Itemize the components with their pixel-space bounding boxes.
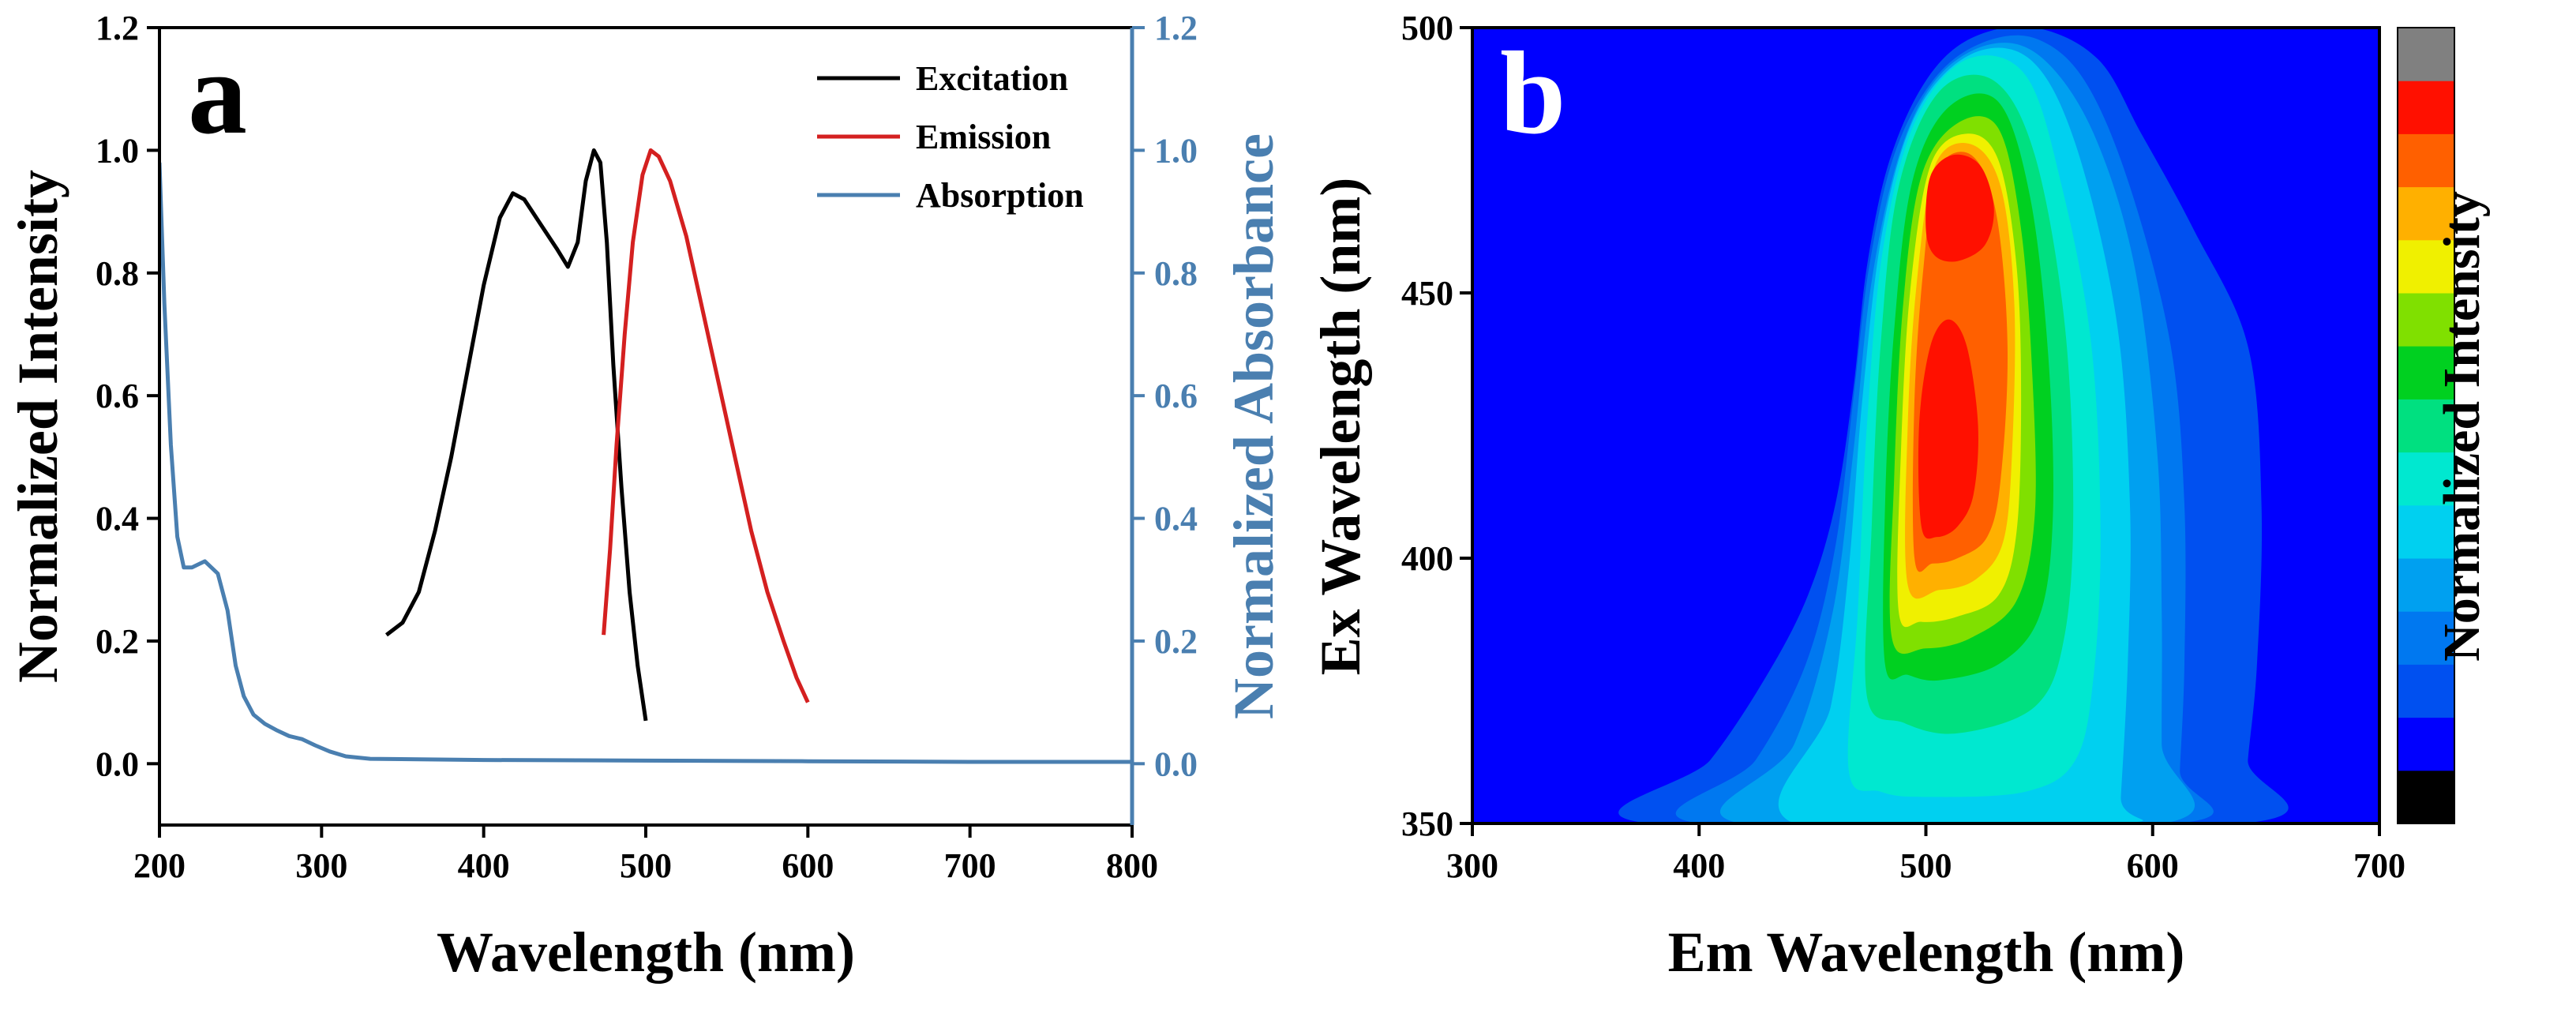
y-tick-label: 0.2 [96,622,139,661]
x-tick-label: 500 [620,846,672,885]
y-tick-label: 0.8 [96,254,139,293]
x-tick-label: 500 [1900,846,1952,885]
y-tick-label: 450 [1401,274,1453,313]
colorbar-segment [2398,28,2454,81]
colorbar-segment [2398,399,2454,453]
panel-a-label: a [188,28,247,159]
y2-tick-label: 0.6 [1154,377,1198,415]
colorbar-frame [2397,27,2455,824]
colorbar-segment [2398,452,2454,506]
series-line-excitation [384,148,648,722]
x-tick-label: 600 [782,846,834,885]
y-tick-label: 1.2 [96,9,139,47]
y2-tick-label: 0.4 [1154,500,1198,538]
x-tick-label: 400 [458,846,510,885]
y-tick-label: 400 [1401,539,1453,578]
x-tick-label: 600 [2127,846,2179,885]
x-tick-label: 300 [295,846,347,885]
colorbar-segment [2398,770,2454,824]
colorbar [2397,27,2455,824]
colorbar-segment [2398,186,2454,241]
panel-b-chart: 300 400 500 600 700 350 400 450 500 b Normalize… [1309,9,2491,984]
colorbar-segment [2398,293,2454,347]
panel-a-y-axis-label: Normalized Intensity [6,170,69,683]
legend-label-emission: Emission [916,118,1051,156]
colorbar-segment [2398,81,2454,134]
panel-b-x-axis-label: Em Wavelength (nm) [1668,921,2185,984]
y-tick-label: 0.4 [96,500,139,538]
panel-b-y-axis-label: Ex Wavelength (nm) [1309,178,1372,676]
y2-tick-label: 1.0 [1154,131,1198,170]
y-tick-label: 350 [1401,805,1453,843]
colorbar-segment [2398,664,2454,718]
x-tick-label: 300 [1446,846,1498,885]
x-tick-label: 200 [133,846,186,885]
legend-label-excitation: Excitation [916,59,1068,98]
panel-b-label: b [1500,28,1565,159]
x-tick-label: 400 [1673,846,1725,885]
legend-label-absorption: Absorption [916,176,1084,215]
contour-band-11 [1918,319,1978,539]
colorbar-segment [2398,558,2454,612]
colorbar-segment [2398,133,2454,188]
colorbar-label: Normalized Intensity [2433,191,2491,662]
series-line-emission [602,148,810,703]
panel-a-chart: 200 300 400 500 600 700 800 0.0 0.2 0.4 0.6 0.8 1.0… [6,9,1285,984]
x-tick-label: 700 [2353,846,2405,885]
series-line-absorption [159,162,1132,764]
colorbar-segment [2398,717,2454,771]
y-tick-label: 0.0 [96,745,139,783]
colorbar-segment [2398,611,2454,665]
y2-tick-label: 0.0 [1154,745,1198,783]
y-tick-label: 500 [1401,9,1453,47]
x-tick-label: 800 [1106,846,1158,885]
panel-a-x-axis-label: Wavelength (nm) [437,921,855,984]
colorbar-segment [2398,346,2454,399]
panel-a-legend: Excitation Emission Absorption [817,59,1084,215]
y2-tick-label: 0.8 [1154,254,1198,293]
y-tick-label: 0.6 [96,377,139,415]
colorbar-segment [2398,239,2454,294]
colorbar-segment [2398,504,2454,559]
y2-tick-label: 1.2 [1154,9,1198,47]
panel-a-y2-axis-label: Normalized Absorbance [1222,133,1285,719]
x-tick-label: 700 [944,846,996,885]
y-tick-label: 1.0 [96,131,139,170]
contour-band-12 [1925,154,1994,262]
y2-tick-label: 0.2 [1154,622,1198,661]
